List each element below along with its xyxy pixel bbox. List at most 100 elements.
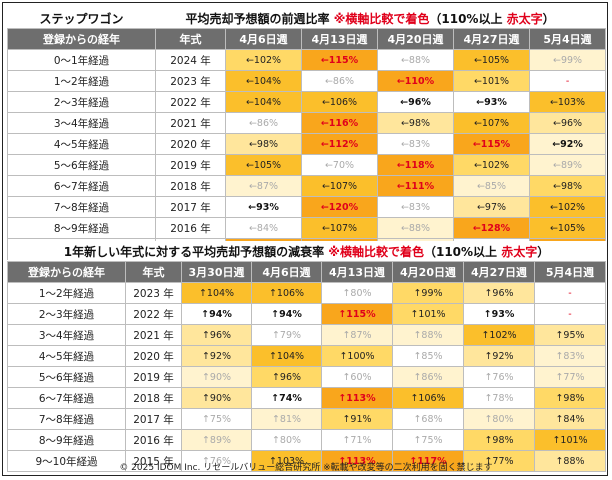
ratio-cell: - [533, 282, 607, 304]
table-row: 5～6年経過 2019 年 ↑90% ↑96% ↑60% ↑86% ↑76% ↑77% [7, 366, 607, 388]
row-model-year: 2016 年 [155, 217, 226, 239]
ratio-cell: ←83% [377, 196, 454, 218]
ratio-cell: ↑96% [251, 366, 322, 388]
ratio-cell: ↑91% [321, 408, 393, 430]
report-frame: ステップワゴン 平均売却予想額の前週比率 ※横軸比較で着色（110%以上 赤太字… [2, 2, 608, 476]
vehicle-name: ステップワゴン [7, 8, 156, 29]
ratio-cell: ↑92% [463, 345, 535, 367]
ratio-cell: ←86% [301, 70, 378, 92]
col-header-week: 3月30日週 [181, 261, 252, 283]
ratio-cell: ↑104% [251, 345, 322, 367]
row-model-year: 2016 年 [125, 429, 182, 451]
row-model-year: 2018 年 [125, 387, 182, 409]
row-model-year: 2019 年 [155, 154, 226, 176]
ratio-cell: ↑76% [463, 366, 535, 388]
ratio-cell: ←83% [377, 133, 454, 155]
ratio-cell: ←102% [453, 154, 530, 176]
col-header-elapsed: 登録からの経年 [7, 28, 156, 50]
ratio-cell: ↑96% [463, 282, 535, 304]
ratio-cell: ←110% [377, 70, 454, 92]
section2-note-c: 赤太字 [501, 244, 538, 259]
ratio-cell: ↑77% [533, 366, 607, 388]
ratio-cell: ←120% [301, 196, 378, 218]
table-row: 1～2年経過 2023 年 ↑104% ↑106% ↑80% ↑99% ↑96% - [7, 282, 607, 304]
ratio-cell: ↑77% [463, 450, 535, 472]
ratio-cell: ←84% [225, 217, 302, 239]
ratio-cell: ↑83% [533, 345, 607, 367]
section1-title: 平均売却予想額の前週比率 [185, 11, 330, 26]
ratio-cell: ←118% [377, 154, 454, 176]
row-elapsed-label: 5～6年経過 [7, 366, 126, 388]
ratio-cell: ↑81% [251, 408, 322, 430]
table-row: 8～9年経過 2016 年 ←84% ←107% ←88% ←128% ←105% [7, 217, 607, 239]
ratio-cell: ←102% [225, 49, 302, 71]
table-row: 9～10年経過 2015 年 ↑76% ↑103% ↑113% ↑117% ↑77% ↑88% [7, 450, 607, 472]
row-model-year: 2021 年 [155, 112, 226, 134]
ratio-cell: ←93% [225, 196, 302, 218]
ratio-cell: ←101% [453, 70, 530, 92]
ratio-cell: ←107% [453, 112, 530, 134]
ratio-cell: ↑94% [181, 303, 252, 325]
row-model-year: 2022 年 [155, 91, 226, 113]
row-model-year: 2019 年 [125, 366, 182, 388]
ratio-cell: ←98% [528, 175, 607, 197]
row-model-year: 2022 年 [125, 303, 182, 325]
ratio-cell: ↑99% [392, 282, 464, 304]
ratio-cell: ↑115% [321, 303, 393, 325]
row-elapsed-label: 8～9年経過 [7, 217, 156, 239]
col-header-week: 5月4日週 [528, 28, 607, 50]
ratio-cell: ←103% [528, 91, 607, 113]
table-row: 4～5年経過 2020 年 ↑92% ↑104% ↑100% ↑85% ↑92% ↑83% [7, 345, 607, 367]
table-row: 6～7年経過 2018 年 ↑90% ↑74% ↑113% ↑106% ↑78% ↑98% [7, 387, 607, 409]
ratio-cell: ←88% [377, 217, 454, 239]
ratio-cell: ←111% [377, 175, 454, 197]
col-header-year: 年式 [155, 28, 226, 50]
ratio-cell: ↑98% [463, 429, 535, 451]
row-model-year: 2017 年 [155, 196, 226, 218]
weekly-ratio-table: ステップワゴン 平均売却予想額の前週比率 ※横軸比較で着色（110%以上 赤太字… [7, 8, 607, 260]
ratio-cell: ←96% [377, 91, 454, 113]
row-elapsed-label: 7～8年経過 [7, 408, 126, 430]
section2-note-b: （110%以上 [423, 244, 502, 259]
table-row: 7～8年経過 2017 年 ←93% ←120% ←83% ←97% ←102% [7, 196, 607, 218]
row-elapsed-label: 0～1年経過 [7, 49, 156, 71]
section1-header-row: 登録からの経年 年式 4月6日週 4月13日週 4月20日週 4月27日週 5月… [7, 28, 607, 50]
ratio-cell: ↑93% [463, 303, 535, 325]
ratio-cell: ↑75% [181, 408, 252, 430]
row-model-year: 2015 年 [125, 450, 182, 472]
ratio-cell: ↑85% [392, 345, 464, 367]
row-model-year: 2024 年 [155, 49, 226, 71]
col-header-week: 4月27日週 [463, 261, 535, 283]
row-elapsed-label: 1～2年経過 [7, 282, 126, 304]
ratio-cell: ←87% [225, 175, 302, 197]
row-elapsed-label: 1～2年経過 [7, 70, 156, 92]
ratio-cell: ←97% [453, 196, 530, 218]
section2-header-row: 登録からの経年 年式 3月30日週 4月6日週 4月13日週 4月20日週 4月… [7, 261, 607, 283]
ratio-cell: ←93% [453, 91, 530, 113]
ratio-cell: ←128% [453, 217, 530, 239]
table-row: 1～2年経過 2023 年 ←104% ←86% ←110% ←101% - [7, 70, 607, 92]
ratio-cell: ↑101% [392, 303, 464, 325]
section2-title-row: 1年新しい年式に対する平均売却予想額の減衰率 ※横軸比較で着色（110%以上 赤… [7, 241, 606, 262]
ratio-cell: ←105% [528, 217, 607, 239]
row-elapsed-label: 8～9年経過 [7, 429, 126, 451]
col-header-week: 4月20日週 [377, 28, 454, 50]
ratio-cell: ←88% [377, 49, 454, 71]
col-header-week: 4月6日週 [251, 261, 322, 283]
ratio-cell: ↑92% [181, 345, 252, 367]
ratio-cell: ←98% [225, 133, 302, 155]
ratio-cell: ←106% [301, 91, 378, 113]
ratio-cell: ←92% [528, 133, 607, 155]
ratio-cell: ↑90% [181, 366, 252, 388]
row-model-year: 2020 年 [155, 133, 226, 155]
ratio-cell: ↑75% [392, 429, 464, 451]
decay-ratio-table: 1年新しい年式に対する平均売却予想額の減衰率 ※横軸比較で着色（110%以上 赤… [7, 241, 607, 472]
row-elapsed-label: 3～4年経過 [7, 112, 156, 134]
table-row: 3～4年経過 2021 年 ←86% ←116% ←98% ←107% ←96% [7, 112, 607, 134]
ratio-cell: ←98% [377, 112, 454, 134]
section2-note-d: ） [537, 244, 550, 259]
ratio-cell: ↑84% [533, 408, 607, 430]
section2-title: 1年新しい年式に対する平均売却予想額の減衰率 [63, 244, 325, 259]
section1-note-c: 赤太字 [506, 11, 543, 26]
ratio-cell: ←85% [453, 175, 530, 197]
